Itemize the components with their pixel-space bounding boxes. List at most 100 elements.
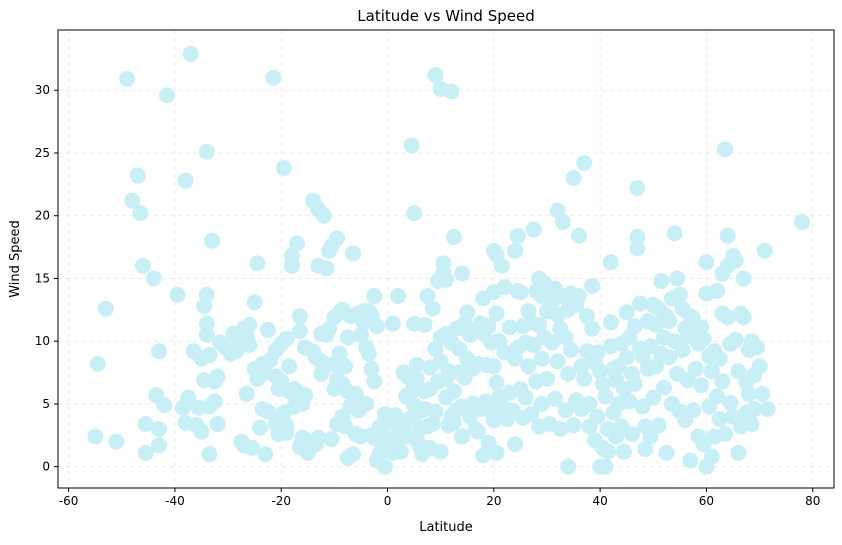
data-point (424, 416, 441, 433)
data-point (469, 423, 486, 440)
chart-title: Latitude vs Wind Speed (357, 7, 534, 25)
data-point (443, 83, 460, 100)
data-point (602, 254, 619, 271)
data-point (459, 304, 476, 321)
x-tick-label: -60 (59, 494, 79, 508)
data-point (743, 416, 760, 433)
data-point (453, 265, 470, 282)
data-point (209, 416, 226, 433)
data-point (475, 447, 492, 464)
data-point (523, 405, 540, 422)
data-point (573, 358, 590, 375)
data-point (339, 329, 356, 346)
data-point (150, 421, 167, 438)
data-point (509, 227, 526, 244)
data-point (682, 452, 699, 469)
data-point (238, 385, 255, 402)
data-point (621, 393, 638, 410)
data-point (520, 358, 537, 375)
x-tick-label: 80 (805, 494, 820, 508)
data-point (427, 403, 444, 420)
data-point (751, 358, 768, 375)
data-point (390, 288, 407, 305)
data-point (241, 336, 258, 353)
data-point (594, 375, 611, 392)
data-point (671, 286, 688, 303)
data-point (759, 400, 776, 417)
data-point (740, 385, 757, 402)
y-axis-label: Wind Speed (8, 220, 23, 298)
data-point (249, 255, 266, 272)
data-point (618, 349, 635, 366)
data-point (719, 309, 736, 326)
data-point (416, 316, 433, 333)
data-point (496, 279, 513, 296)
data-point (403, 383, 420, 400)
data-point (727, 331, 744, 348)
data-point (717, 426, 734, 443)
data-point (376, 458, 393, 475)
data-point (347, 385, 364, 402)
data-point (344, 446, 361, 463)
data-point (445, 414, 462, 431)
data-point (581, 395, 598, 412)
data-point (265, 69, 282, 86)
data-point (89, 355, 106, 372)
data-point (525, 221, 542, 238)
data-point (406, 205, 423, 222)
data-point (283, 257, 300, 274)
data-point (685, 402, 702, 419)
y-tick-label: 10 (35, 334, 50, 348)
data-point (132, 205, 149, 222)
data-point (650, 417, 667, 434)
data-point (424, 300, 441, 317)
data-point (592, 363, 609, 380)
data-point (275, 160, 292, 177)
data-point (661, 313, 678, 330)
data-point (666, 225, 683, 242)
data-point (150, 343, 167, 360)
data-point (198, 315, 215, 332)
data-point (618, 304, 635, 321)
data-point (384, 315, 401, 332)
data-point (626, 375, 643, 392)
data-point (259, 321, 276, 338)
data-point (597, 388, 614, 405)
data-point (589, 408, 606, 425)
data-point (119, 70, 136, 87)
data-point (259, 403, 276, 420)
data-point (278, 330, 295, 347)
data-point (578, 308, 595, 325)
data-point (584, 320, 601, 337)
scatter-points (87, 45, 811, 475)
data-point (246, 294, 263, 311)
data-point (201, 346, 218, 363)
data-point (756, 242, 773, 259)
data-point (647, 358, 664, 375)
data-point (488, 374, 505, 391)
data-point (438, 271, 454, 288)
data-point (150, 437, 167, 454)
data-point (198, 143, 215, 160)
data-point (244, 439, 260, 456)
data-point (291, 308, 308, 325)
data-point (485, 358, 502, 375)
y-tick-label: 15 (35, 271, 50, 285)
plot-frame (57, 29, 835, 489)
data-point (209, 368, 226, 385)
data-point (616, 443, 633, 460)
data-point (626, 318, 643, 335)
data-point (392, 443, 409, 460)
data-point (198, 286, 215, 303)
x-tick-label: -20 (271, 494, 291, 508)
data-point (427, 67, 444, 84)
data-point (600, 443, 617, 460)
data-point (546, 390, 563, 407)
data-point (714, 373, 731, 390)
data-point (241, 316, 258, 333)
data-point (645, 389, 662, 406)
data-point (687, 360, 704, 377)
data-point (135, 257, 152, 274)
data-point (408, 370, 425, 387)
data-point (674, 341, 691, 358)
